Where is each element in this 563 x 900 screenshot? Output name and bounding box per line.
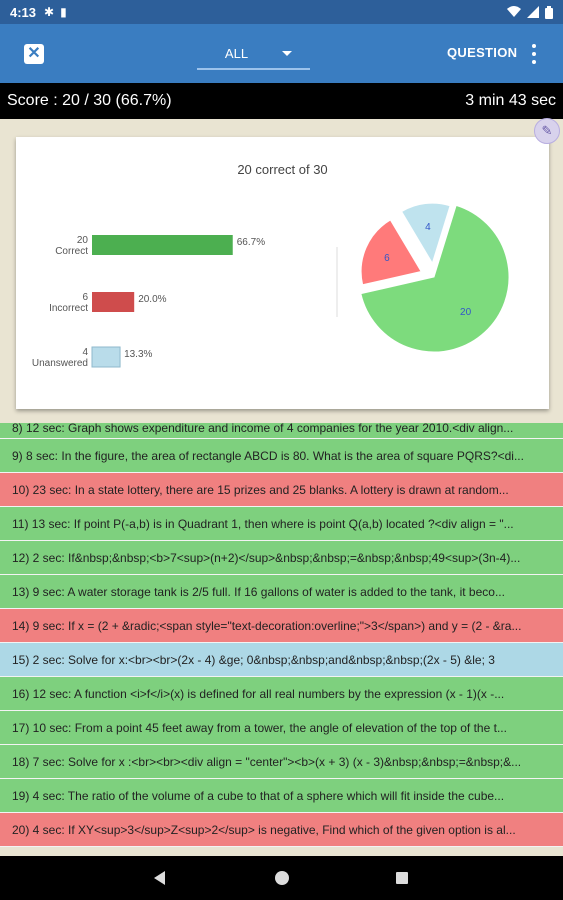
chevron-down-icon (282, 50, 293, 56)
question-row[interactable]: 20) 4 sec: If XY<sup>3</sup>Z<sup>2</sup… (0, 813, 563, 847)
app-toolbar: ✕ ALL QUESTION (0, 24, 563, 83)
elapsed-time: 3 min 43 sec (465, 92, 556, 109)
status-right-icons (507, 5, 553, 19)
bar-correct (92, 235, 233, 255)
bar-category-label: Correct (55, 246, 88, 257)
pie-slice (360, 219, 422, 286)
question-row[interactable]: 13) 9 sec: A water storage tank is 2/5 f… (0, 575, 563, 609)
recent-apps-icon[interactable] (396, 872, 408, 884)
question-button[interactable]: QUESTION (447, 45, 518, 60)
question-row[interactable]: 15) 2 sec: Solve for x:<br><br>(2x - 4) … (0, 643, 563, 677)
bar-value-label: 13.3% (124, 349, 152, 360)
gear-icon: ✱ (44, 5, 55, 19)
home-icon[interactable] (275, 871, 289, 885)
navigation-bar (0, 856, 563, 900)
status-bar: 4:13 ✱ ▮ (0, 0, 563, 24)
bar-count-label: 20 (77, 235, 89, 246)
pie-slice-label: 20 (460, 307, 472, 318)
bar-count-label: 4 (82, 347, 88, 358)
question-row[interactable]: 17) 10 sec: From a point 45 feet away fr… (0, 711, 563, 745)
question-list: 8) 12 sec: Graph shows expenditure and i… (0, 423, 563, 856)
bar-category-label: Incorrect (49, 303, 88, 314)
filter-value: ALL (224, 45, 249, 61)
pie-slice (400, 202, 451, 265)
chart-title: 20 correct of 30 (237, 162, 328, 177)
pie-slice-label: 4 (425, 222, 431, 233)
edit-pencil-icon[interactable]: ✎ (534, 118, 560, 144)
question-row[interactable]: 10) 23 sec: In a state lottery, there ar… (0, 473, 563, 507)
question-row[interactable]: 9) 8 sec: In the figure, the area of rec… (0, 439, 563, 473)
question-row[interactable]: 18) 7 sec: Solve for x :<br><br><div ali… (0, 745, 563, 779)
bar-category-label: Unanswered (32, 358, 88, 369)
bar-count-label: 6 (82, 292, 88, 303)
back-icon[interactable] (154, 871, 165, 885)
close-icon: ✕ (27, 45, 41, 62)
pie-slice-label: 6 (384, 253, 390, 264)
result-chart: 20Correct66.7%6Incorrect20.0%4Unanswered… (32, 202, 510, 369)
question-row[interactable]: 11) 13 sec: If point P(-a,b) is in Quadr… (0, 507, 563, 541)
question-row[interactable]: 19) 4 sec: The ratio of the volume of a … (0, 779, 563, 813)
more-options-icon[interactable] (526, 42, 542, 66)
signal-icon (527, 6, 539, 18)
question-row[interactable]: 12) 2 sec: If&nbsp;&nbsp;<b>7<sup>(n+2)<… (0, 541, 563, 575)
question-row[interactable]: 16) 12 sec: A function <i>f</i>(x) is de… (0, 677, 563, 711)
bar-value-label: 66.7% (237, 237, 265, 248)
question-row[interactable]: 14) 9 sec: If x = (2 + &radic;<span styl… (0, 609, 563, 643)
battery-icon (545, 5, 553, 19)
bar-incorrect (92, 292, 135, 312)
result-chart-card: 20 correct of 30 20 Correct 66.7% 6 Incorrec… (16, 137, 549, 409)
wifi-icon (507, 6, 521, 17)
status-time: 4:13 (10, 4, 37, 20)
filter-dropdown[interactable]: ALL (197, 38, 310, 70)
close-button[interactable]: ✕ (24, 44, 44, 64)
sd-card-icon: ▮ (60, 5, 67, 19)
score-text: Score : 20 / 30 (66.7%) (7, 92, 172, 109)
score-bar: Score : 20 / 30 (66.7%) 3 min 43 sec (0, 83, 563, 119)
pie-slice (360, 204, 510, 353)
question-row[interactable]: 8) 12 sec: Graph shows expenditure and i… (0, 423, 563, 439)
bar-value-label: 20.0% (138, 294, 166, 305)
bar-unanswered (91, 346, 121, 368)
